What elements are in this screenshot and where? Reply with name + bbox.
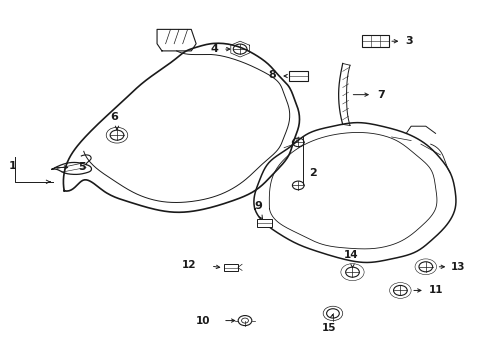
Bar bbox=[289, 71, 308, 81]
Text: 9: 9 bbox=[255, 201, 263, 211]
Text: 10: 10 bbox=[196, 316, 210, 325]
Text: 11: 11 bbox=[429, 285, 443, 296]
Bar bbox=[257, 220, 272, 227]
Text: 2: 2 bbox=[310, 168, 317, 178]
Text: 5: 5 bbox=[78, 162, 86, 172]
Text: 8: 8 bbox=[268, 70, 276, 80]
Bar bbox=[223, 264, 238, 271]
Text: 14: 14 bbox=[344, 249, 359, 260]
Text: 12: 12 bbox=[182, 260, 196, 270]
Text: 15: 15 bbox=[322, 323, 336, 333]
Text: 3: 3 bbox=[405, 36, 413, 46]
Bar bbox=[362, 35, 389, 47]
Text: 13: 13 bbox=[451, 262, 466, 272]
Text: 1: 1 bbox=[9, 161, 17, 171]
Text: 4: 4 bbox=[210, 44, 218, 54]
Text: 6: 6 bbox=[111, 112, 119, 122]
Text: 7: 7 bbox=[377, 90, 385, 100]
